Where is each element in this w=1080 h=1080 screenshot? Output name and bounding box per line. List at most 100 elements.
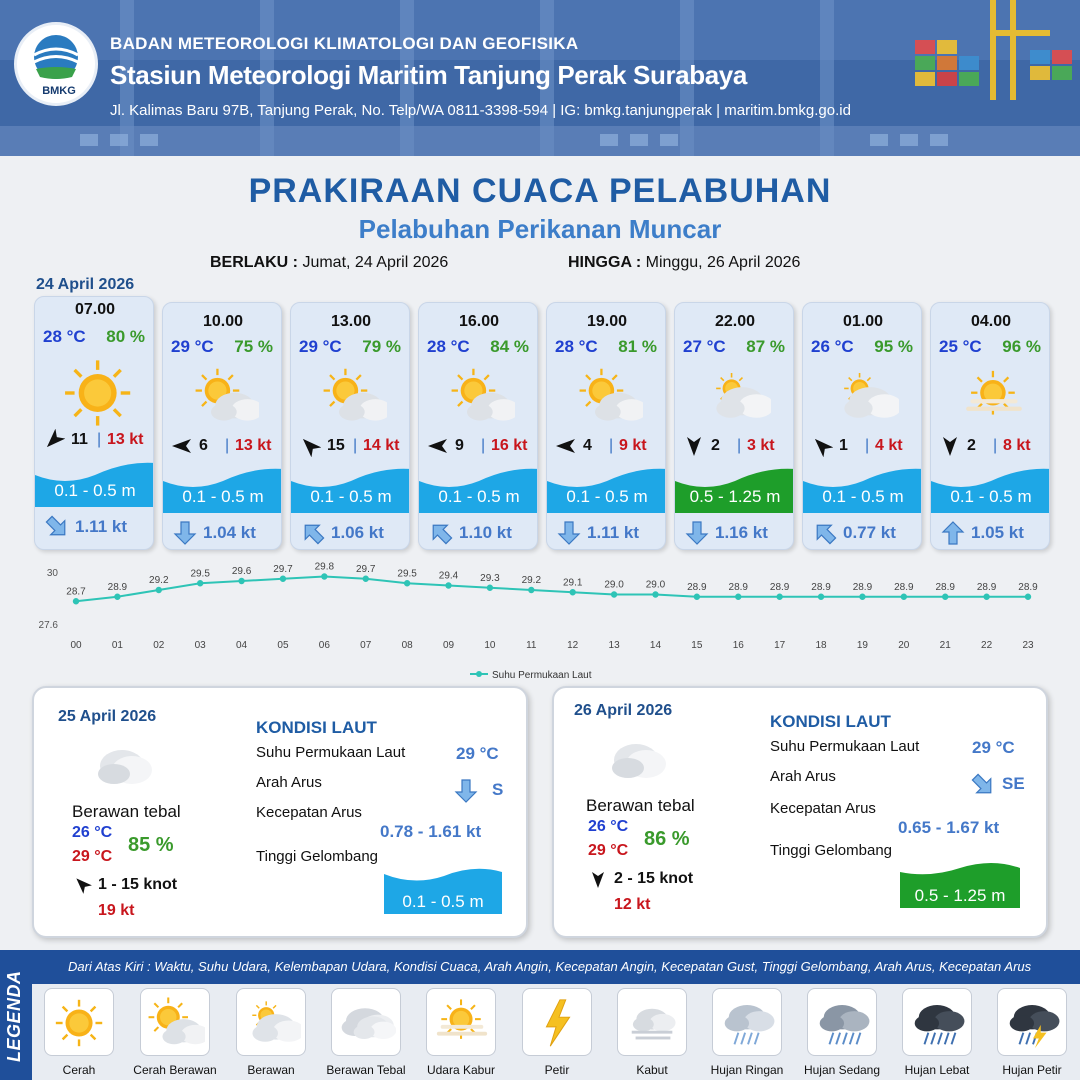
- separator: |: [353, 437, 358, 454]
- humidity: 75 %: [234, 337, 273, 356]
- sst-data-label: 28.7: [66, 586, 86, 597]
- separator: |: [97, 431, 102, 448]
- current-speed: 1.11 kt: [587, 523, 639, 542]
- wind-direction-icon: [814, 438, 833, 457]
- current-speed: 1.04 kt: [203, 523, 256, 542]
- legend-item-moderate-rain-icon: [807, 988, 877, 1056]
- chart-legend-marker: [476, 671, 482, 677]
- x-tick-label: 13: [609, 640, 621, 651]
- sst-data-label: 29.7: [356, 564, 376, 575]
- sst-data-point: [155, 586, 162, 594]
- lightning-icon: [545, 999, 571, 1047]
- sst-data-label: 29.2: [522, 575, 542, 586]
- overcast-icon: [98, 750, 152, 784]
- wind-direction-icon: [687, 437, 701, 456]
- wave-height-indicator: [384, 868, 502, 914]
- legend-label: Hujan Ringan: [710, 1063, 784, 1077]
- humidity: 81 %: [618, 337, 657, 356]
- x-tick-label: 20: [898, 640, 910, 651]
- legend-label: Udara Kabur: [426, 1063, 496, 1077]
- wave-height: 0.5 - 1.25 m: [689, 487, 781, 506]
- sst-data-point: [859, 593, 866, 600]
- air-temperature: 28 °C: [43, 327, 86, 346]
- humidity: 80 %: [106, 327, 145, 346]
- sst-data-point: [693, 593, 701, 600]
- current-direction-icon: [173, 521, 197, 545]
- x-tick-label: 04: [236, 640, 248, 651]
- air-temperature: 28 °C: [555, 337, 598, 356]
- hazy-sun-icon: [436, 999, 488, 1039]
- page-title: PRAKIRAAN CUACA PELABUHAN: [248, 172, 832, 210]
- sst-value: 29 °C: [456, 744, 499, 763]
- legend-label: Berawan Tebal: [326, 1063, 406, 1077]
- hourly-card-1600: 16.00 28 °C 84 % 9 | 16 kt 0.1 - 0.5 m 1.10 kt: [418, 302, 538, 550]
- current-speed-label: Kecepatan Arus: [256, 804, 362, 821]
- sst-label: Suhu Permukaan Laut: [770, 738, 920, 755]
- wave-height: 0.1 - 0.5 m: [438, 487, 520, 506]
- hourly-card-1300: 13.00 29 °C 79 % 15 | 14 kt 0.1 - 0.5 m 1.06 kt: [290, 302, 410, 550]
- wind-direction-icon: [46, 429, 65, 448]
- sst-data-point: [735, 593, 742, 600]
- wave-height-value: 0.5 - 1.25 m: [914, 886, 1006, 905]
- gust-speed: 4 kt: [875, 437, 903, 454]
- humidity: 96 %: [1002, 337, 1041, 356]
- legend-item-lightning-icon: [522, 988, 592, 1056]
- gust-speed: 13 kt: [235, 437, 272, 454]
- forecast-time: 10.00: [202, 313, 244, 330]
- sst-data-label: 29.6: [232, 566, 252, 577]
- current-direction-value: SE: [1002, 774, 1025, 793]
- current-speed-value: 0.65 - 1.67 kt: [898, 818, 1000, 837]
- harbor-illustration: [0, 0, 1080, 156]
- hourly-card-1900: 19.00 28 °C 81 % 4 | 9 kt 0.1 - 0.5 m 1.11 kt: [546, 302, 666, 550]
- sst-data-point: [114, 593, 121, 600]
- x-tick-label: 08: [402, 640, 414, 651]
- bmkg-logo: BMKG: [14, 22, 98, 106]
- hazy-sun-icon: [966, 370, 1022, 415]
- wind-direction-icon: [76, 878, 92, 894]
- wind-speed: 11: [71, 431, 88, 448]
- y-tick-label: 27.6: [39, 620, 59, 631]
- legend-label: Berawan: [247, 1063, 295, 1077]
- wind-speed: 9: [455, 437, 464, 454]
- day-wind-range: 2 - 15 knot: [614, 870, 694, 887]
- sst-data-label: 28.9: [935, 582, 955, 593]
- sst-data-label: 29.5: [190, 568, 210, 579]
- legend-label: Cerah: [62, 1063, 96, 1077]
- forecast-time: 16.00: [458, 313, 500, 330]
- fog-icon: [631, 1008, 676, 1040]
- sst-chart: 30 27.6 28.7 00 28.9 01 29.2 02 29.5 03 29.6 04 29.7…: [30, 560, 1050, 690]
- current-direction-icon: [454, 779, 478, 803]
- logo-text: BMKG: [42, 85, 76, 97]
- day-gust: 12 kt: [614, 896, 651, 913]
- sst-data-point: [776, 593, 783, 600]
- forecast-time: 04.00: [970, 313, 1012, 330]
- wave-height: 0.1 - 0.5 m: [182, 487, 264, 506]
- legend-label: Hujan Petir: [1002, 1063, 1062, 1077]
- day-date: 26 April 2026: [574, 702, 673, 719]
- sst-data-point: [72, 598, 80, 605]
- sst-data-label: 29.7: [273, 564, 293, 575]
- light-rain-icon: [724, 1005, 775, 1045]
- sunny-cloud-icon: [579, 368, 643, 421]
- wind-direction-icon: [172, 439, 191, 453]
- forecast-time: 22.00: [714, 313, 756, 330]
- sun-icon: [55, 999, 103, 1047]
- wave-height-indicator: [291, 468, 409, 513]
- day-humidity: 85 %: [128, 834, 174, 856]
- separator: |: [225, 437, 230, 454]
- sst-data-label: 28.9: [770, 582, 790, 593]
- current-speed: 1.16 kt: [715, 523, 768, 542]
- current-direction-icon: [685, 521, 709, 545]
- sst-data-point: [238, 577, 245, 585]
- wind-speed: 4: [583, 437, 592, 454]
- x-tick-label: 18: [815, 640, 827, 651]
- sst-data-point: [279, 575, 287, 582]
- sunny-cloud-icon: [451, 368, 515, 421]
- legend-label: Kabut: [636, 1063, 668, 1077]
- x-tick-label: 07: [360, 640, 372, 651]
- wind-direction-icon: [556, 439, 575, 453]
- cloudy-icon: [252, 1001, 301, 1042]
- gust-speed: 3 kt: [747, 437, 775, 454]
- legend-label: Hujan Lebat: [904, 1063, 970, 1077]
- wave-height: 0.1 - 0.5 m: [54, 481, 136, 500]
